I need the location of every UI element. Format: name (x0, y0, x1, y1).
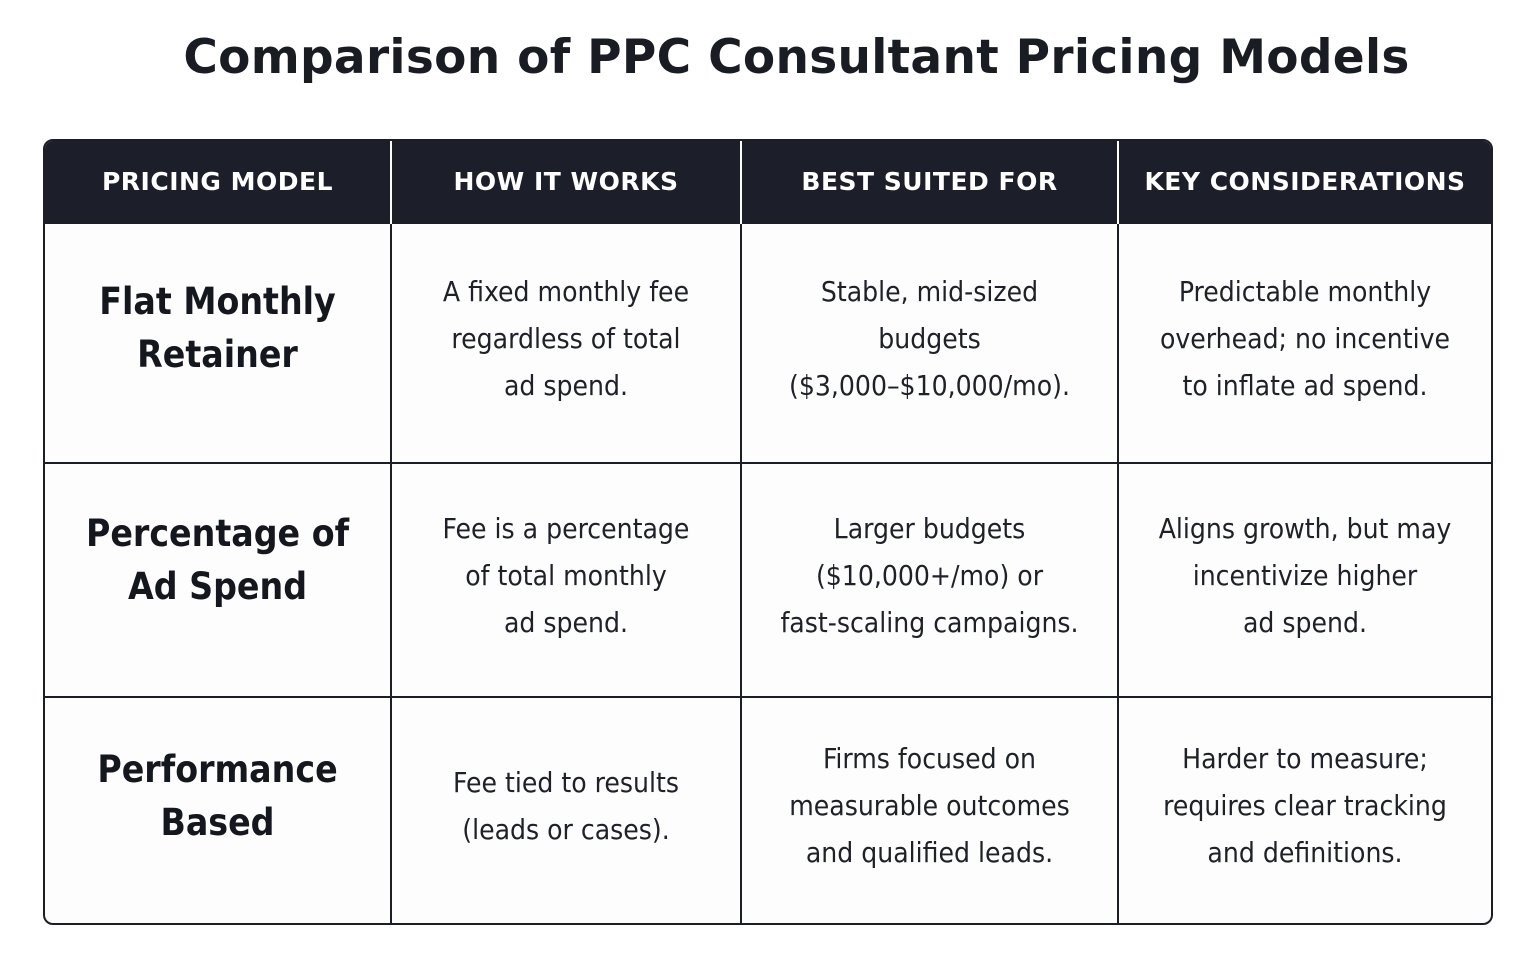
header-how-it-works: HOW IT WORKS (390, 141, 741, 223)
cell-pricing-model: Percentage of Ad Spend (45, 462, 391, 697)
page-title: Comparison of PPC Consultant Pricing Mod… (183, 30, 1410, 85)
cell-how-it-works: Fee tied to results (leads or cases). (390, 696, 741, 923)
cell-best-suited-for: Stable, mid-sized budgets ($3,000–$10,000/… (740, 222, 1118, 463)
cell-key-considerations: Predictable monthly overhead; no incentiv… (1117, 222, 1491, 463)
cell-key-considerations: Aligns growth, but may incentivize higher… (1117, 462, 1491, 697)
table-row: Flat Monthly Retainer A fixed monthly fee… (45, 222, 1491, 463)
cell-key-considerations: Harder to measure; requires clear trackin… (1117, 696, 1491, 923)
cell-how-it-works: A fixed monthly fee regardless of total ad… (390, 222, 741, 463)
header-pricing-model: PRICING MODEL (45, 141, 391, 223)
cell-pricing-model: Flat Monthly Retainer (45, 222, 391, 463)
pricing-models-table: PRICING MODEL HOW IT WORKS BEST SUITED F… (43, 139, 1493, 925)
table-row: Performance Based Fee tied to results (lea… (45, 696, 1491, 923)
header-key-considerations: KEY CONSIDERATIONS (1117, 141, 1491, 223)
cell-how-it-works: Fee is a percentage of total monthly ad sp… (390, 462, 741, 697)
header-best-suited-for: BEST SUITED FOR (740, 141, 1118, 223)
table-row: Percentage of Ad Spend Fee is a percentag… (45, 462, 1491, 697)
cell-best-suited-for: Firms focused on measurable outcomes and q… (740, 696, 1118, 923)
cell-best-suited-for: Larger budgets ($10,000+/mo) or fast-scali… (740, 462, 1118, 697)
table-header-row: PRICING MODEL HOW IT WORKS BEST SUITED F… (45, 141, 1491, 223)
cell-pricing-model: Performance Based (45, 696, 391, 923)
